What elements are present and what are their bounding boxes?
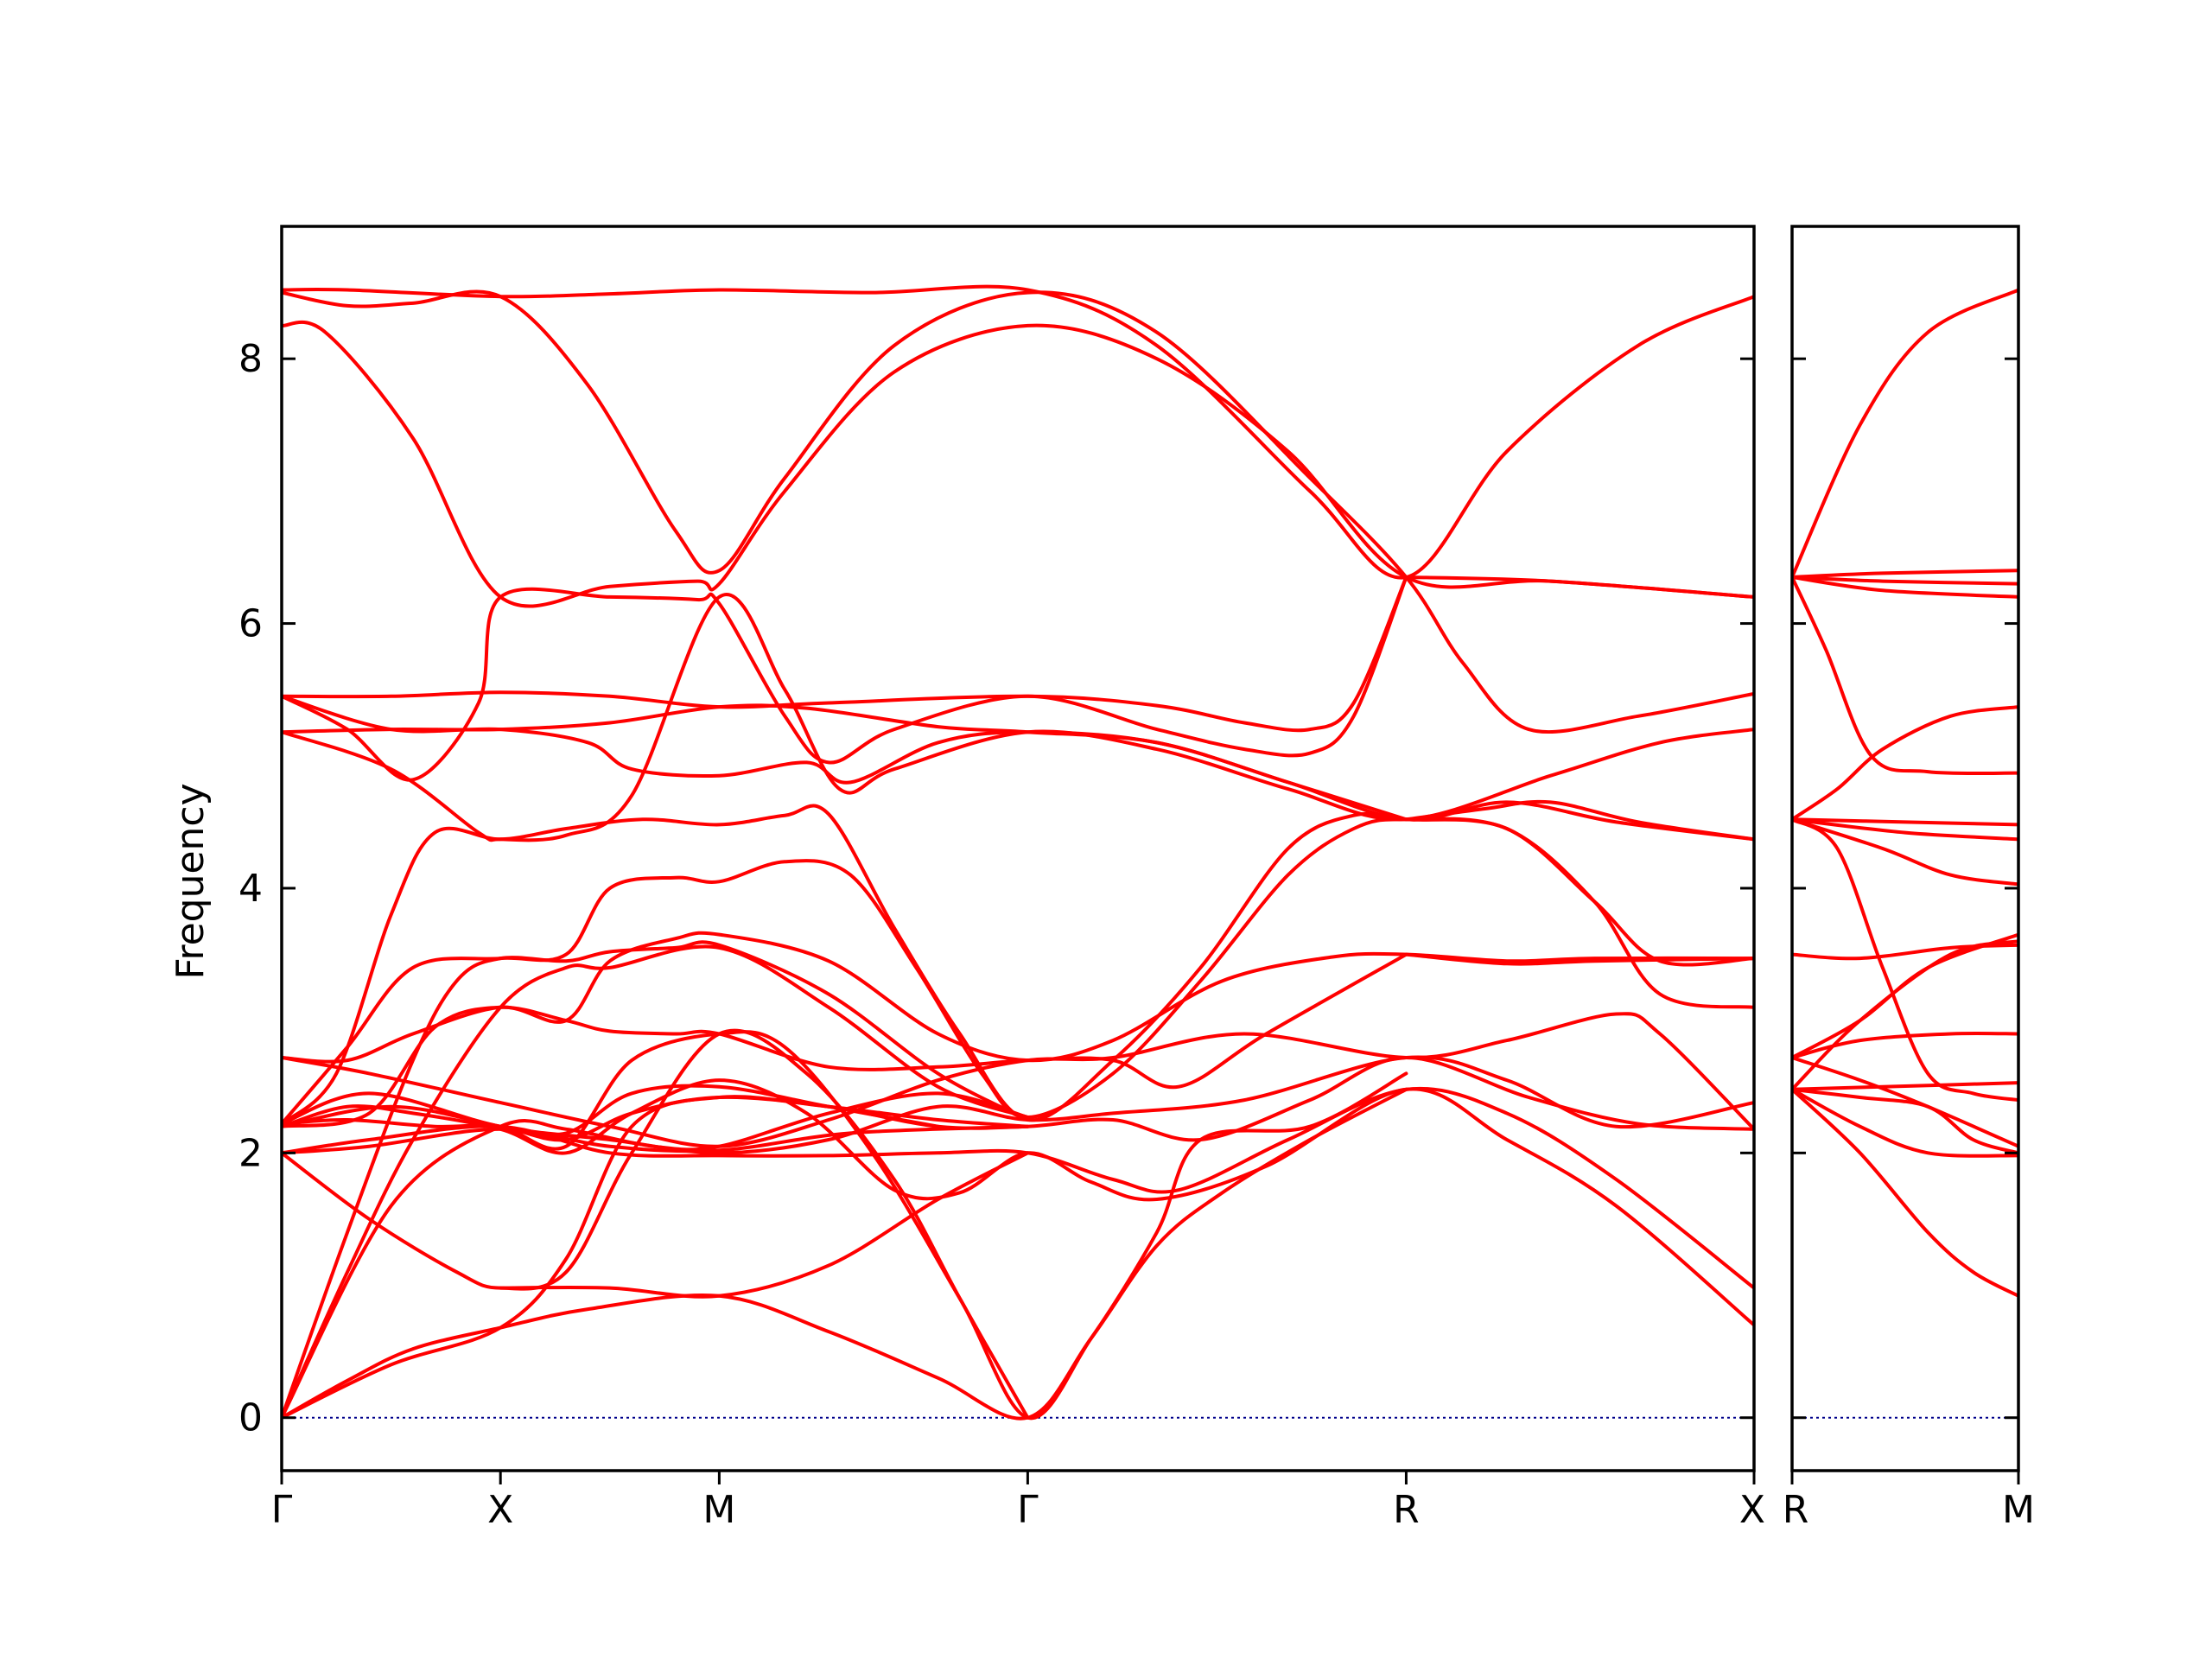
x-tick-label-X: X xyxy=(1739,1488,1765,1532)
y-tick-label: 6 xyxy=(238,602,263,646)
phonon-band-1-14 xyxy=(1792,939,2018,1091)
x-tick-label-M: M xyxy=(2002,1488,2035,1532)
phonon-band-1-7 xyxy=(1792,817,2018,842)
band-lines xyxy=(1792,288,2018,1298)
x-tick-label-M: M xyxy=(702,1488,735,1532)
plot-frame xyxy=(280,225,1756,1472)
phonon-band-0-27 xyxy=(1404,575,1754,599)
phonon-band-0-16 xyxy=(282,1078,1754,1327)
phonon-band-0-21 xyxy=(282,944,1030,1420)
phonon-band-0-20 xyxy=(282,1087,1408,1421)
phonon-band-0-19 xyxy=(282,940,1030,1420)
phonon-band-0-9 xyxy=(282,817,1754,1126)
panel-0: 0 2 4 6 8 Γ X M Γ R X xyxy=(238,225,1765,1532)
phonon-band-0-24 xyxy=(282,1091,1030,1420)
phonon-band-1-3 xyxy=(1792,575,2018,599)
x-tick-label-R: R xyxy=(1393,1488,1420,1532)
phonon-band-1-17 xyxy=(1792,1087,2018,1158)
phonon-band-1-6 xyxy=(1792,817,2018,827)
phonon-band-0-12 xyxy=(282,1012,1754,1148)
band-lines xyxy=(282,284,1754,1421)
phonon-band-1-18 xyxy=(1792,1087,2018,1298)
phonon-band-0-25 xyxy=(499,1151,1030,1299)
plot-frame xyxy=(1790,225,2020,1472)
phonon-band-0-0 xyxy=(282,284,1754,580)
phonon-band-0-11 xyxy=(282,952,1408,1128)
phonon-band-1-15 xyxy=(1792,1056,2018,1148)
y-axis-label: Frequency xyxy=(168,783,213,979)
phonon-band-0-22 xyxy=(282,1095,1030,1420)
phonon-band-0-7 xyxy=(282,694,1408,822)
phonon-band-0-13 xyxy=(282,1055,1754,1155)
phonon-band-1-1 xyxy=(1792,569,2018,579)
x-tick-label-R: R xyxy=(1783,1488,1809,1532)
phonon-band-0-5 xyxy=(282,703,1754,842)
phonon-band-0-29 xyxy=(1404,952,1754,966)
phonon-band-1-8 xyxy=(1792,817,2018,887)
phonon-band-1-16 xyxy=(1792,1087,2018,1155)
phonon-band-0-10 xyxy=(282,931,1754,1064)
x-tick-label-X: X xyxy=(487,1488,513,1532)
y-tick-label: 8 xyxy=(238,337,263,381)
y-tick-label: 2 xyxy=(238,1131,263,1175)
phonon-band-1-12 xyxy=(1792,1031,2018,1059)
phonon-band-0-28 xyxy=(1404,799,1754,842)
phonon-band-0-1 xyxy=(282,289,1754,734)
y-tick-label: 0 xyxy=(238,1396,263,1440)
x-tick-label-Γ: Γ xyxy=(271,1488,293,1532)
phonon-band-0-4 xyxy=(282,575,1408,782)
phonon-band-0-23 xyxy=(282,1124,1030,1155)
phonon-band-1-0 xyxy=(1792,288,2018,579)
phonon-band-1-13 xyxy=(1792,1081,2018,1091)
phonon-band-1-9 xyxy=(1792,817,2018,1103)
phonon-band-0-26 xyxy=(499,1084,940,1137)
x-tick-label-Γ: Γ xyxy=(1017,1488,1039,1532)
y-tick-label: 4 xyxy=(238,867,263,911)
phonon-band-0-3 xyxy=(282,575,1408,733)
phonon-band-1-2 xyxy=(1792,575,2018,586)
phonon-band-1-4 xyxy=(1792,575,2018,776)
phonon-band-0-2 xyxy=(282,320,1754,608)
phonon-band-1-5 xyxy=(1792,705,2018,822)
